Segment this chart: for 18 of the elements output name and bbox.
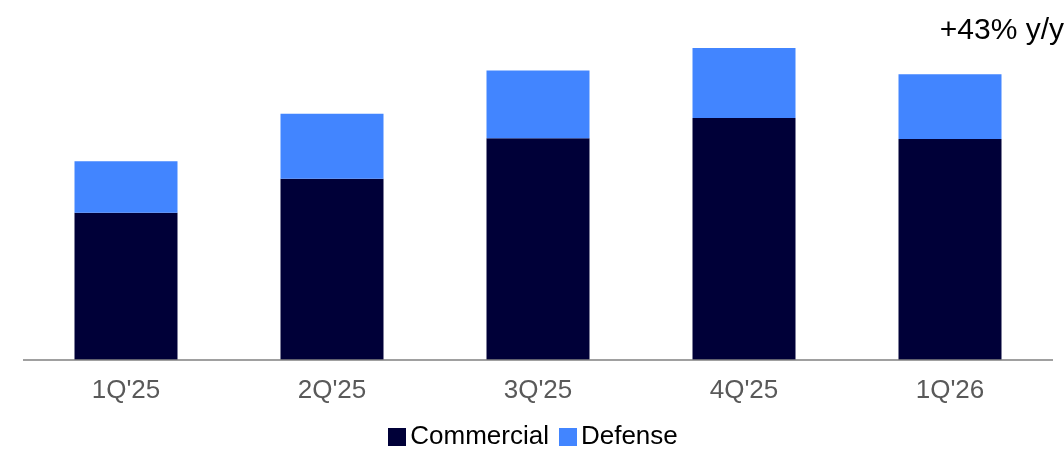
x-tick-label: 1Q'26 (915, 374, 985, 405)
bar (280, 178, 384, 360)
bar (486, 138, 590, 360)
x-tick-label: 3Q'25 (503, 374, 573, 405)
bar (692, 48, 796, 118)
x-tick-label: 4Q'25 (709, 374, 779, 405)
bar (74, 161, 178, 213)
bar (692, 117, 796, 360)
bar (280, 113, 384, 179)
bar (898, 139, 1002, 360)
bar (74, 212, 178, 360)
x-tick-label: 1Q'25 (91, 374, 161, 405)
x-tick-label: 2Q'25 (297, 374, 367, 405)
text: +43% y/y (939, 12, 1064, 46)
legend-label: Commercial (410, 420, 549, 450)
legend-label: Defense (580, 420, 678, 450)
bar (898, 74, 1002, 140)
bar (486, 70, 590, 139)
